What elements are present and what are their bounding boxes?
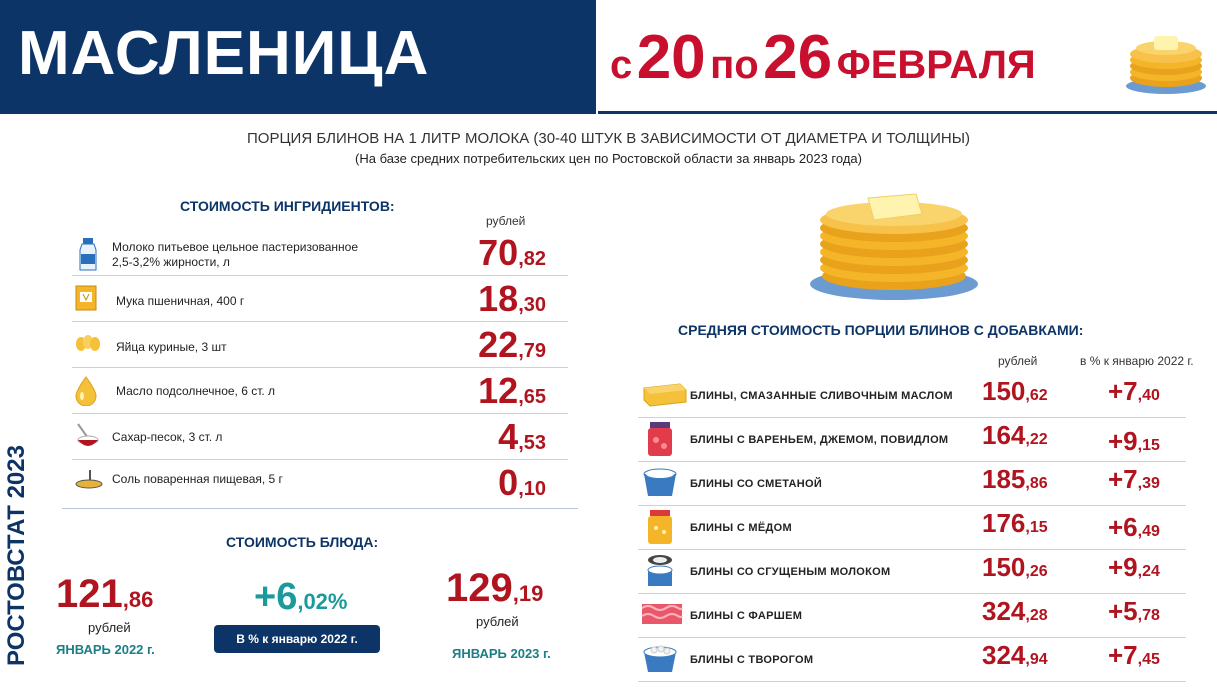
- minced-meat-icon: [640, 598, 684, 632]
- ingredient-price: 12,65: [478, 370, 546, 411]
- dish-cost-change: +6,02%: [254, 576, 348, 618]
- additives-pct-header: в % к январю 2022 г.: [1080, 354, 1194, 368]
- additive-name: БЛИНЫ С ТВОРОГОМ: [690, 654, 814, 666]
- additive-name: БЛИНЫ С ФАРШЕМ: [690, 610, 803, 622]
- ingredient-name: Сахар-песок, 3 ст. л: [112, 430, 223, 444]
- pancake-stack-icon: [806, 184, 982, 309]
- ingredient-price: 70,82: [478, 232, 546, 273]
- header-title-panel: МАСЛЕНИЦА: [0, 0, 596, 114]
- page-title: МАСЛЕНИЦА: [18, 19, 430, 88]
- pancake-stack-small-icon: [1124, 26, 1208, 101]
- ingredient-price: 22,79: [478, 324, 546, 365]
- ingredient-row: Мука пшеничная, 400 г 18,30: [72, 276, 568, 322]
- additive-row: БЛИНЫ С ТВОРОГОМ 324,94 +7,45: [638, 638, 1186, 682]
- additive-name: БЛИНЫ СО СГУЩЕНЫМ МОЛОКОМ: [690, 566, 891, 578]
- source-label: РОСТОВСТАТ 2023: [3, 445, 30, 666]
- dish-cost-change-badge: В % к январю 2022 г.: [214, 625, 380, 653]
- dish-cost-jan2023: 129,19: [446, 566, 544, 610]
- date-to: 26: [763, 23, 833, 92]
- dish-cost-jan2022-unit: рублей: [88, 620, 131, 635]
- additives-price-header: рублей: [998, 354, 1038, 368]
- additive-price: 164,22: [982, 420, 1048, 450]
- additive-row: БЛИНЫ С ФАРШЕМ 324,28 +5,78: [638, 594, 1186, 638]
- ingredient-name: Масло подсолнечное, 6 ст. л: [116, 384, 276, 398]
- header-dates-panel: [598, 0, 1217, 114]
- additive-row: БЛИНЫ С МЁДОМ 176,15 +6,49: [638, 506, 1186, 550]
- honey-jar-icon: [640, 510, 684, 544]
- dish-cost-jan2022-label: ЯНВАРЬ 2022 г.: [56, 642, 155, 657]
- additive-name: БЛИНЫ С МЁДОМ: [690, 522, 793, 534]
- dish-cost-title: СТОИМОСТЬ БЛЮДА:: [226, 534, 379, 550]
- butter-icon: [640, 378, 687, 412]
- ingredient-row: Соль поваренная пищевая, 5 г 0,10: [72, 460, 568, 506]
- ingredient-price: 0,10: [498, 462, 546, 503]
- jam-jar-icon: [640, 422, 684, 456]
- ingredient-name: Соль поваренная пищевая, 5 г: [112, 472, 283, 486]
- dish-cost-jan2023-unit: рублей: [476, 614, 519, 629]
- condensed-milk-can-icon: [640, 554, 684, 588]
- additive-row: БЛИНЫ СО СГУЩЕНЫМ МОЛОКОМ 150,26 +9,24: [638, 550, 1186, 594]
- ingredient-price: 4,53: [498, 416, 546, 457]
- eggs-icon: [74, 330, 102, 358]
- additive-name: БЛИНЫ, СМАЗАННЫЕ СЛИВОЧНЫМ МАСЛОМ: [690, 390, 953, 402]
- ingredients-title: СТОИМОСТЬ ИНГРИДИЕНТОВ:: [180, 198, 395, 214]
- subtitle: ПОРЦИЯ БЛИНОВ НА 1 ЛИТР МОЛОКА (30-40 ШТ…: [247, 130, 970, 147]
- section-divider: [62, 508, 578, 509]
- dish-cost-jan2023-label: ЯНВАРЬ 2023 г.: [452, 646, 551, 661]
- additive-pct: +7,39: [1108, 464, 1160, 494]
- additive-price: 324,28: [982, 596, 1048, 626]
- ingredient-name: Мука пшеничная, 400 г: [116, 294, 245, 308]
- header: МАСЛЕНИЦА с 20 по 26 ФЕВРАЛЯ: [0, 0, 1217, 114]
- additive-row: БЛИНЫ СО СМЕТАНОЙ 185,86 +7,39: [638, 462, 1186, 506]
- ingredient-row: Яйца куриные, 3 шт 22,79: [72, 322, 568, 368]
- additive-price: 150,26: [982, 552, 1048, 582]
- ingredient-name: Яйца куриные, 3 шт: [116, 340, 227, 354]
- milk-bottle-icon: [74, 238, 102, 271]
- additive-pct: +5,78: [1108, 596, 1160, 626]
- ingredient-row: Молоко питьевое цельное пастеризованное …: [72, 230, 568, 276]
- additives-title: СРЕДНЯЯ СТОИМОСТЬ ПОРЦИИ БЛИНОВ С ДОБАВК…: [678, 322, 1084, 338]
- additive-row: БЛИНЫ, СМАЗАННЫЕ СЛИВОЧНЫМ МАСЛОМ 150,62…: [638, 374, 1186, 418]
- flour-bag-icon: [74, 284, 102, 312]
- additive-price: 185,86: [982, 464, 1048, 494]
- additive-pct: +9,15: [1108, 426, 1160, 456]
- additive-row: БЛИНЫ С ВАРЕНЬЕМ, ДЖЕМОМ, ПОВИДЛОМ 164,2…: [638, 418, 1186, 462]
- date-to-word: по: [710, 43, 759, 87]
- dish-cost-jan2022: 121,86: [56, 572, 154, 616]
- additive-price: 176,15: [982, 508, 1048, 538]
- additive-pct: +7,40: [1108, 376, 1160, 406]
- oil-drop-icon: [74, 376, 102, 407]
- additive-pct: +7,45: [1108, 640, 1160, 670]
- ingredient-row: Масло подсолнечное, 6 ст. л 12,65: [72, 368, 568, 414]
- additive-price: 324,94: [982, 640, 1048, 670]
- date-from: 20: [636, 23, 706, 92]
- salt-spoon-icon: [74, 468, 103, 496]
- cottage-cheese-icon: [640, 642, 684, 676]
- additive-price: 150,62: [982, 376, 1048, 406]
- subnote: (На базе средних потребительских цен по …: [355, 151, 862, 166]
- additive-pct: +9,24: [1108, 552, 1160, 582]
- ingredient-price: 18,30: [478, 278, 546, 319]
- sour-cream-icon: [640, 466, 684, 500]
- festival-dates: с 20 по 26 ФЕВРАЛЯ: [610, 22, 1036, 93]
- date-from-word: с: [610, 43, 633, 87]
- ingredient-name: Молоко питьевое цельное пастеризованное …: [112, 240, 359, 269]
- ingredient-row: Сахар-песок, 3 ст. л 4,53: [72, 414, 568, 460]
- additive-name: БЛИНЫ С ВАРЕНЬЕМ, ДЖЕМОМ, ПОВИДЛОМ: [690, 434, 949, 446]
- additive-name: БЛИНЫ СО СМЕТАНОЙ: [690, 478, 823, 490]
- additive-pct: +6,49: [1108, 512, 1160, 542]
- date-month: ФЕВРАЛЯ: [836, 43, 1036, 87]
- ingredients-unit: рублей: [486, 214, 526, 228]
- sugar-bowl-icon: [74, 422, 102, 450]
